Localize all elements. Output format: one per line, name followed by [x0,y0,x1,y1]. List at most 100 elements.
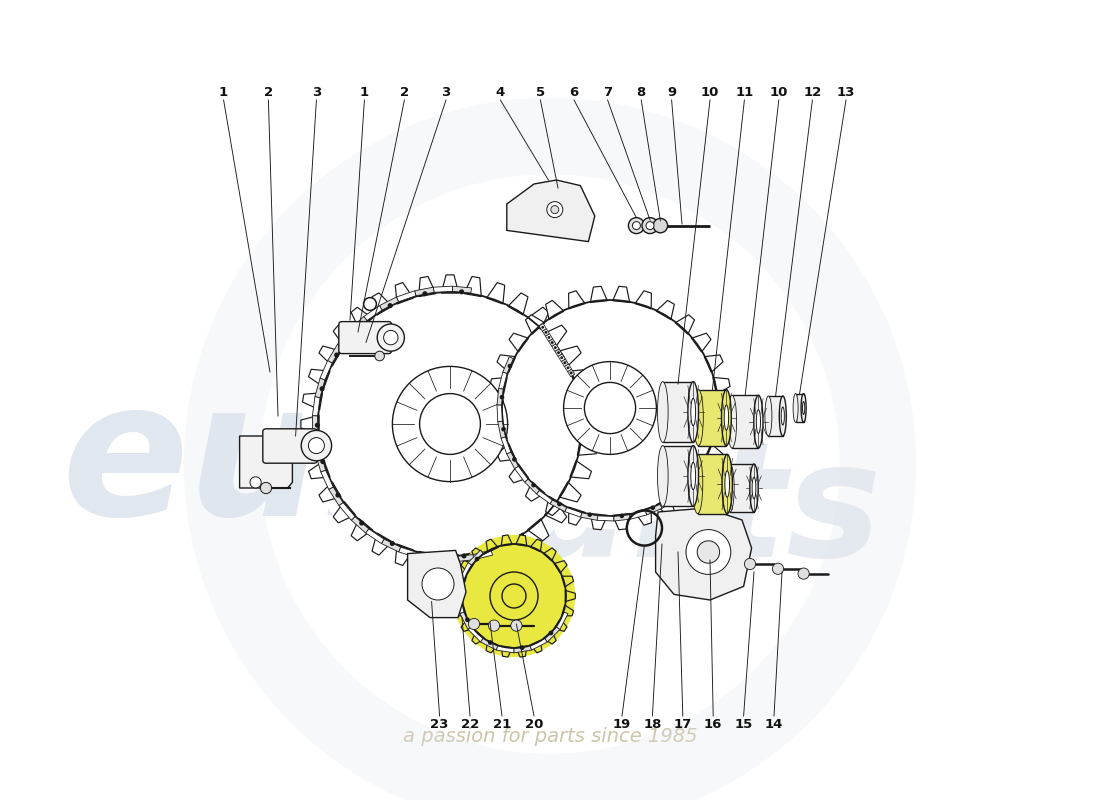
Polygon shape [419,551,436,571]
Text: 7: 7 [603,86,613,98]
Ellipse shape [803,402,805,414]
Text: 9: 9 [667,86,676,98]
Text: parts: parts [410,434,882,590]
Polygon shape [508,533,528,555]
Polygon shape [526,482,544,502]
Circle shape [301,430,331,461]
Polygon shape [302,393,322,410]
Circle shape [513,458,516,461]
Polygon shape [490,378,507,394]
Text: 2: 2 [399,86,409,98]
Polygon shape [417,553,437,561]
Polygon shape [350,317,367,333]
Circle shape [502,584,526,608]
Polygon shape [328,344,342,363]
Polygon shape [508,293,528,315]
Text: 17: 17 [673,718,692,730]
Polygon shape [558,354,565,362]
Circle shape [488,641,492,644]
Polygon shape [561,359,569,366]
Circle shape [390,542,394,546]
Polygon shape [464,551,482,571]
Text: 20: 20 [525,718,543,730]
Polygon shape [461,561,474,573]
Polygon shape [581,513,597,520]
Circle shape [510,620,522,631]
Polygon shape [419,277,436,297]
Circle shape [261,482,272,494]
Polygon shape [301,415,319,433]
Polygon shape [544,502,566,523]
Circle shape [475,558,478,561]
Ellipse shape [725,470,729,498]
Circle shape [568,367,569,369]
Text: 6: 6 [570,86,579,98]
Polygon shape [516,646,527,657]
Polygon shape [486,539,498,552]
Circle shape [419,394,481,454]
Polygon shape [528,307,549,330]
Circle shape [642,218,658,234]
Polygon shape [544,626,560,642]
Circle shape [465,618,469,622]
Circle shape [469,618,480,630]
Ellipse shape [764,396,772,436]
Polygon shape [502,646,513,657]
Polygon shape [546,301,564,320]
Polygon shape [454,554,474,562]
Circle shape [500,395,504,398]
Polygon shape [329,487,343,506]
Polygon shape [338,330,353,347]
Polygon shape [312,434,320,454]
Polygon shape [486,552,487,554]
Polygon shape [468,626,483,642]
Polygon shape [525,479,539,494]
Circle shape [564,362,565,363]
Circle shape [424,292,427,295]
Polygon shape [339,502,355,520]
Circle shape [646,222,654,230]
Circle shape [584,382,636,434]
Circle shape [542,326,543,328]
Polygon shape [591,286,607,302]
Text: a passion for parts since 1985: a passion for parts since 1985 [403,726,697,746]
Polygon shape [497,405,503,422]
Polygon shape [543,548,557,561]
Polygon shape [493,548,495,550]
Circle shape [588,513,592,516]
Circle shape [359,325,362,329]
Polygon shape [395,282,414,304]
Polygon shape [591,514,607,530]
Circle shape [308,438,324,454]
Polygon shape [559,346,581,366]
Circle shape [620,514,624,518]
Circle shape [453,535,574,657]
Text: 10: 10 [770,86,788,98]
Circle shape [490,287,730,529]
Circle shape [745,558,756,570]
Circle shape [302,277,597,571]
Ellipse shape [691,398,695,426]
Polygon shape [581,415,600,433]
Polygon shape [333,325,355,346]
Polygon shape [530,640,542,653]
Polygon shape [441,555,459,573]
Circle shape [488,620,499,631]
Ellipse shape [754,395,763,448]
Circle shape [393,366,507,482]
Ellipse shape [724,405,728,430]
Text: 8: 8 [637,86,646,98]
Circle shape [571,372,572,374]
Circle shape [798,568,810,579]
Ellipse shape [691,462,695,490]
Polygon shape [507,452,518,469]
Polygon shape [481,638,498,650]
Polygon shape [562,605,573,616]
Circle shape [508,365,512,368]
Polygon shape [436,556,455,562]
Polygon shape [704,444,723,461]
Ellipse shape [726,464,734,512]
Polygon shape [472,631,485,644]
Polygon shape [713,378,730,394]
Polygon shape [308,461,330,478]
